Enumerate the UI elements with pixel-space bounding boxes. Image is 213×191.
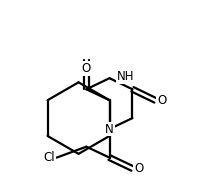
Text: O: O: [82, 62, 91, 75]
Text: Cl: Cl: [43, 151, 55, 164]
Text: N: N: [105, 122, 114, 135]
Text: NH: NH: [117, 70, 135, 83]
Text: O: O: [157, 94, 167, 107]
Text: O: O: [134, 162, 144, 175]
